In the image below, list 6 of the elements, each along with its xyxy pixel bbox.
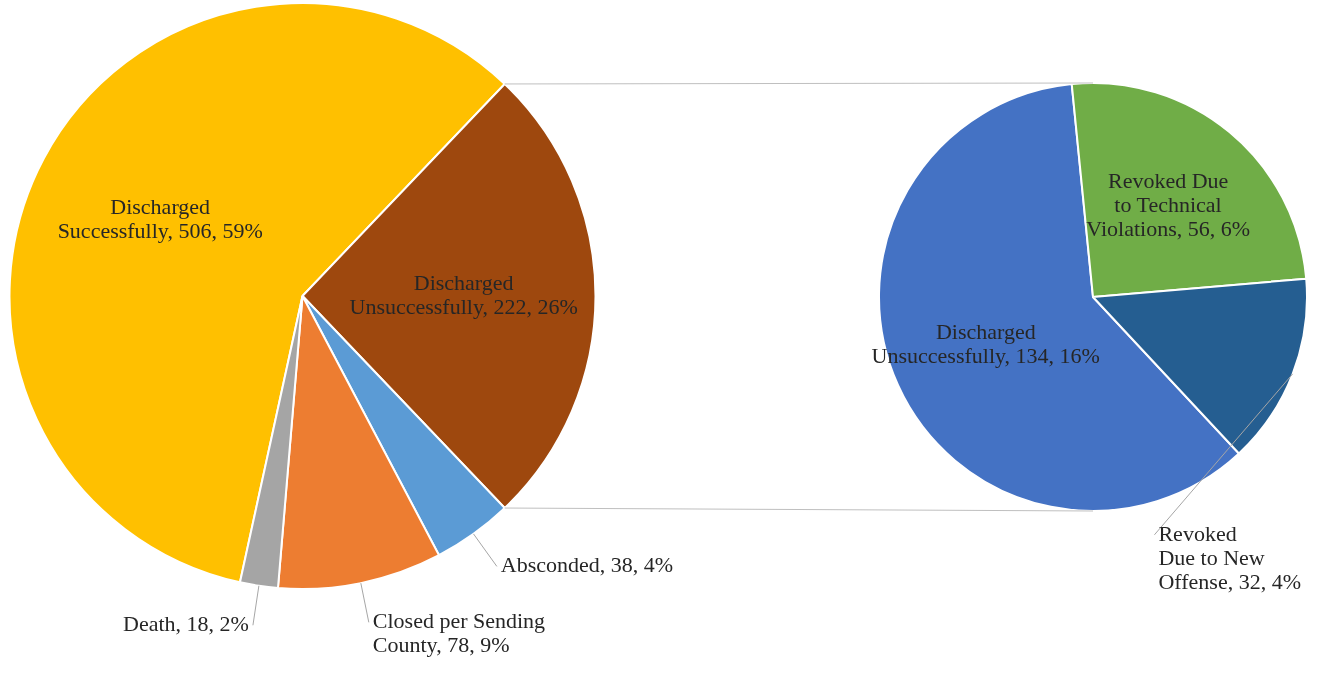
slice-label: Discharged Unsuccessfully, 222, 26% <box>349 269 578 319</box>
slice-label: Death, 18, 2% <box>123 611 249 637</box>
slice-label: Absconded, 38, 4% <box>500 552 674 578</box>
slice-label: Revoked Due to New Offense, 32, 4% <box>1158 520 1301 594</box>
slice-label: Closed per Sending County, 78, 9% <box>372 608 546 658</box>
slice-label: Discharged Successfully, 506, 59% <box>57 194 263 244</box>
